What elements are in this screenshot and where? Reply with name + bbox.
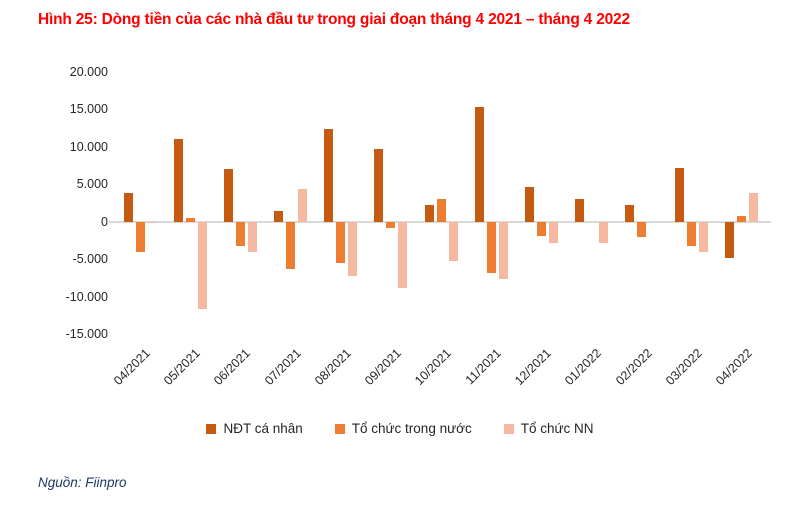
bar <box>173 138 183 222</box>
bar <box>737 215 747 222</box>
y-tick-label: -5.000 <box>72 252 108 267</box>
bar <box>498 221 508 280</box>
x-tick-label: 02/2022 <box>612 346 655 388</box>
x-tick-label: 01/2022 <box>562 346 605 388</box>
x-tick-label: 11/2021 <box>462 346 505 388</box>
plot-area <box>109 72 771 334</box>
legend-swatch-icon <box>206 423 217 434</box>
x-tick-label: 03/2022 <box>662 346 705 388</box>
x-tick-label: 09/2021 <box>361 346 404 388</box>
x-tick-label: 08/2021 <box>311 346 354 388</box>
bar <box>687 221 697 247</box>
bar <box>725 221 735 258</box>
bar <box>135 221 145 252</box>
x-tick-label: 07/2021 <box>261 346 304 388</box>
bar <box>324 128 334 222</box>
bar <box>274 211 284 222</box>
legend-swatch-icon <box>503 423 514 434</box>
bar <box>574 199 584 222</box>
source-note: Nguồn: Fiinpro <box>38 475 127 490</box>
y-tick-label: 10.000 <box>69 139 108 154</box>
x-tick-label: 10/2021 <box>412 346 454 388</box>
x-tick-label: 05/2021 <box>161 346 204 388</box>
bar <box>197 221 207 309</box>
bar <box>424 205 434 222</box>
legend-item: Tổ chức trong nước <box>334 421 472 436</box>
bar <box>749 193 759 222</box>
bar <box>536 221 546 236</box>
x-tick-label: 12/2021 <box>512 346 555 388</box>
bar <box>123 193 133 222</box>
bar <box>374 149 384 222</box>
legend-label: Tổ chức trong nước <box>351 421 472 436</box>
bar <box>185 217 195 222</box>
y-tick-label: 15.000 <box>69 102 108 117</box>
x-tick-label: 04/2022 <box>712 346 755 388</box>
bar <box>474 107 484 222</box>
bar <box>486 221 496 273</box>
y-tick-label: -15.000 <box>65 327 108 341</box>
bar <box>398 221 408 288</box>
bar <box>637 221 647 237</box>
bar <box>386 221 396 228</box>
y-tick-label: 5.000 <box>76 177 108 192</box>
x-tick-label: 06/2021 <box>211 346 254 388</box>
legend: NĐT cá nhân Tổ chức trong nước Tổ chức NN <box>0 421 800 436</box>
y-tick-label: 0 <box>101 214 108 229</box>
chart-title: Hình 25: Dòng tiền của các nhà đầu tư tr… <box>38 11 630 28</box>
bar <box>336 221 346 263</box>
y-tick-label: 20.000 <box>69 65 108 79</box>
legend-swatch-icon <box>334 423 345 434</box>
bar <box>147 221 157 223</box>
bar <box>524 187 534 222</box>
zero-gridline <box>109 220 771 223</box>
legend-label: NĐT cá nhân <box>223 421 303 436</box>
legend-item: Tổ chức NN <box>503 421 594 436</box>
bar <box>598 221 608 244</box>
x-tick-label: 04/2021 <box>111 346 153 388</box>
bar <box>235 221 245 247</box>
bar <box>286 221 296 269</box>
legend-item: NĐT cá nhân <box>206 421 303 436</box>
bar <box>247 221 257 253</box>
bar <box>223 168 233 222</box>
bar <box>675 167 685 222</box>
bar <box>448 221 458 262</box>
bar <box>625 205 635 222</box>
bar <box>699 221 709 252</box>
bar <box>348 221 358 277</box>
y-tick-label: -10.000 <box>65 289 108 304</box>
bar <box>298 188 308 222</box>
legend-label: Tổ chức NN <box>520 421 594 436</box>
bar <box>436 199 446 222</box>
bar <box>548 221 558 244</box>
